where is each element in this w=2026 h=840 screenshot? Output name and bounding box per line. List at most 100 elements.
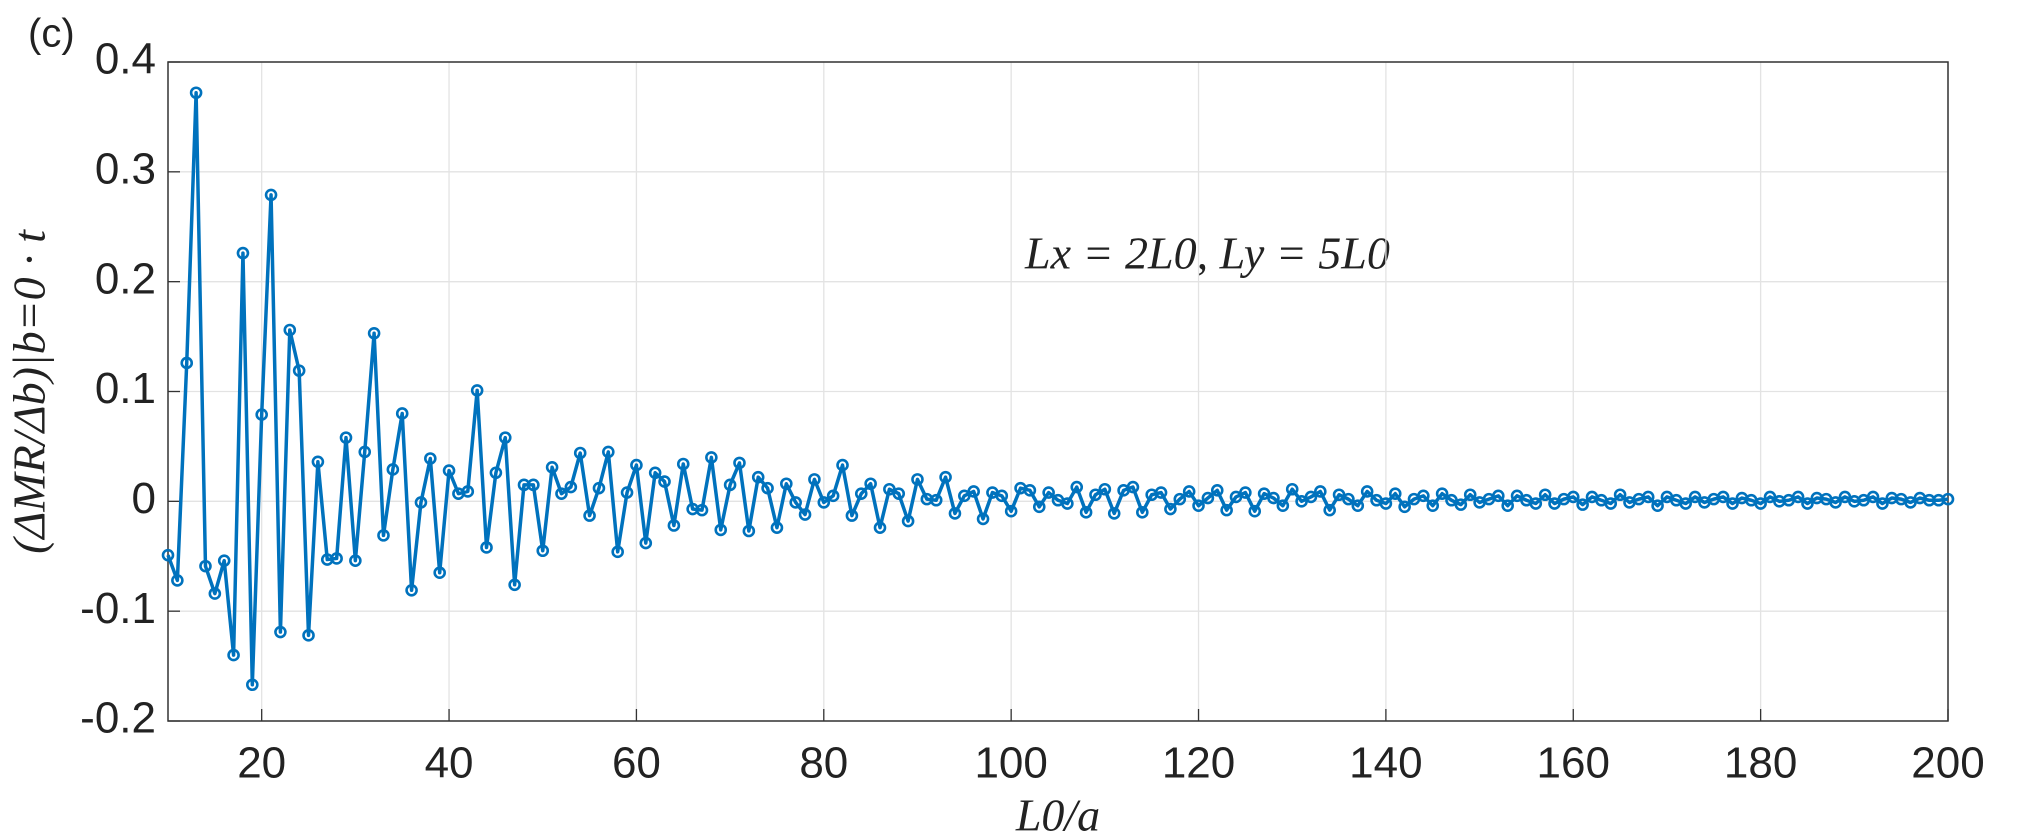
marker — [377, 529, 390, 542]
marker — [948, 507, 962, 520]
marker — [808, 473, 821, 486]
marker — [695, 503, 709, 517]
marker — [639, 536, 653, 550]
x-tick-label: 100 — [974, 739, 1047, 788]
marker — [227, 648, 240, 662]
marker — [302, 629, 315, 642]
marker — [1164, 502, 1177, 516]
marker — [236, 246, 250, 260]
marker — [1604, 497, 1618, 510]
y-tick-label: 0.4 — [95, 35, 156, 84]
marker — [630, 458, 643, 472]
marker — [508, 578, 521, 592]
marker — [1061, 497, 1074, 510]
marker — [480, 541, 493, 554]
marker — [1876, 497, 1889, 510]
marker — [1023, 484, 1037, 497]
marker — [667, 519, 681, 532]
marker — [1201, 491, 1215, 505]
marker — [246, 678, 259, 692]
marker — [658, 475, 671, 488]
marker — [648, 466, 662, 480]
marker — [199, 559, 212, 573]
marker — [892, 487, 906, 500]
marker — [1285, 482, 1299, 496]
marker — [1679, 497, 1692, 510]
marker — [1398, 500, 1411, 514]
panel-label: (c) — [28, 12, 75, 56]
marker — [1089, 488, 1102, 502]
marker — [1098, 482, 1112, 496]
marker — [1866, 490, 1880, 504]
marker — [911, 473, 924, 486]
marker — [976, 512, 990, 526]
marker — [901, 514, 915, 528]
marker — [255, 408, 268, 421]
y-tick-label: 0.3 — [95, 144, 156, 193]
marker — [414, 496, 428, 509]
x-tick-label: 140 — [1349, 739, 1422, 788]
marker — [527, 478, 540, 492]
marker — [161, 548, 175, 562]
marker — [442, 464, 456, 477]
marker — [592, 481, 606, 495]
marker — [274, 625, 287, 639]
marker — [395, 407, 409, 420]
axes-box — [167, 61, 1949, 722]
marker — [208, 587, 222, 600]
marker — [1388, 487, 1402, 500]
marker — [311, 455, 325, 469]
marker — [826, 489, 840, 503]
x-tick-label: 180 — [1724, 739, 1797, 788]
marker — [1651, 499, 1664, 513]
marker — [283, 323, 297, 337]
marker — [742, 524, 756, 538]
marker — [723, 478, 737, 492]
marker — [705, 451, 718, 464]
y-tick-label: 0.2 — [95, 254, 156, 303]
marker — [836, 458, 849, 472]
marker — [1126, 480, 1140, 494]
marker — [489, 466, 503, 480]
marker — [1941, 492, 1955, 506]
marker — [780, 477, 793, 491]
marker — [929, 493, 943, 507]
marker — [1136, 506, 1149, 519]
marker — [1248, 504, 1262, 518]
marker — [339, 431, 353, 444]
marker — [733, 456, 746, 470]
marker — [536, 544, 550, 558]
marker — [330, 552, 343, 565]
marker — [676, 457, 690, 471]
marker — [995, 489, 1009, 503]
y-tick-label: -0.2 — [80, 694, 156, 743]
x-tick-label: 60 — [612, 739, 661, 788]
marker — [1829, 496, 1842, 509]
marker — [1042, 486, 1055, 499]
marker — [1726, 497, 1739, 510]
marker — [433, 566, 446, 580]
marker — [1173, 492, 1187, 506]
marker — [189, 86, 203, 100]
y-tick-label: -0.1 — [80, 584, 156, 633]
marker — [1754, 497, 1767, 510]
marker — [1801, 497, 1814, 510]
marker — [367, 326, 381, 340]
marker — [1182, 485, 1196, 498]
marker — [789, 496, 802, 509]
marker — [761, 481, 774, 495]
marker — [1791, 490, 1805, 504]
marker — [751, 470, 765, 484]
x-axis-label: L0/a — [1015, 790, 1100, 840]
y-tick-label: 0.1 — [95, 364, 156, 413]
marker — [1613, 488, 1627, 502]
marker — [424, 452, 437, 465]
marker — [461, 485, 475, 498]
marker — [873, 521, 887, 534]
marker — [264, 188, 278, 202]
x-tick-label: 120 — [1162, 739, 1235, 788]
marker — [1079, 506, 1093, 519]
marker — [171, 574, 184, 587]
marker — [1463, 488, 1477, 502]
